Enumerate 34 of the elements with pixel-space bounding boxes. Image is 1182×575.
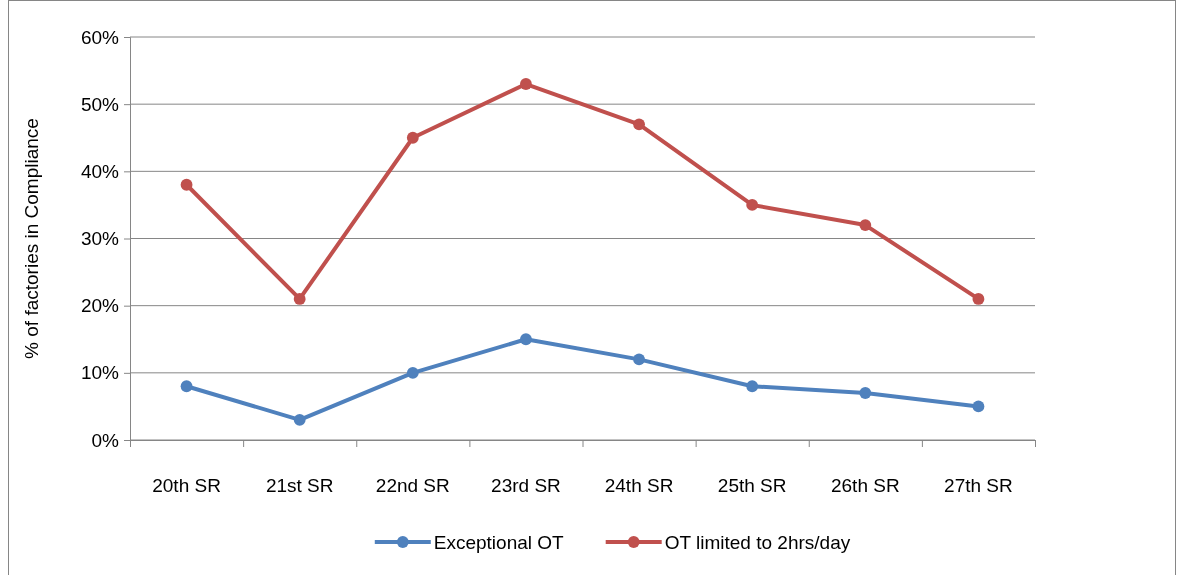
point — [972, 400, 985, 413]
x-tick-label: 26th SR — [830, 475, 900, 496]
point — [180, 178, 193, 191]
x-tick-label: 24th SR — [604, 475, 674, 496]
y-axis-title: % of factories in Compliance — [21, 118, 42, 359]
point — [406, 366, 419, 379]
point — [406, 131, 419, 144]
legend-label: Exceptional OT — [433, 532, 565, 553]
point — [972, 293, 985, 305]
point — [633, 353, 645, 366]
y-tick-label: 10% — [80, 362, 120, 384]
y-tick-label: 60% — [80, 26, 120, 48]
y-tick-label: 0% — [91, 429, 120, 451]
x-tick-label: 27th SR — [944, 475, 1013, 496]
point — [293, 413, 306, 426]
legend-label: OT limited to 2hrs/day — [664, 532, 851, 553]
point — [293, 293, 306, 305]
point — [746, 380, 759, 393]
x-tick-label: 21st SR — [265, 475, 334, 496]
x-tick-label: 20th SR — [152, 475, 221, 496]
x-tick-label: 25th SR — [717, 475, 787, 496]
y-tick-label: 50% — [80, 93, 120, 115]
point — [520, 333, 532, 346]
point — [633, 118, 645, 131]
point — [859, 219, 872, 231]
y-tick-label: 40% — [80, 160, 120, 182]
point — [859, 387, 872, 399]
x-tick-label: 22nd SR — [375, 475, 450, 496]
x-tick-label: 23rd SR — [491, 475, 561, 496]
point — [520, 78, 532, 90]
y-tick-label: 20% — [80, 295, 120, 317]
point — [746, 199, 759, 211]
point — [180, 380, 193, 393]
y-tick-label: 30% — [80, 228, 120, 250]
